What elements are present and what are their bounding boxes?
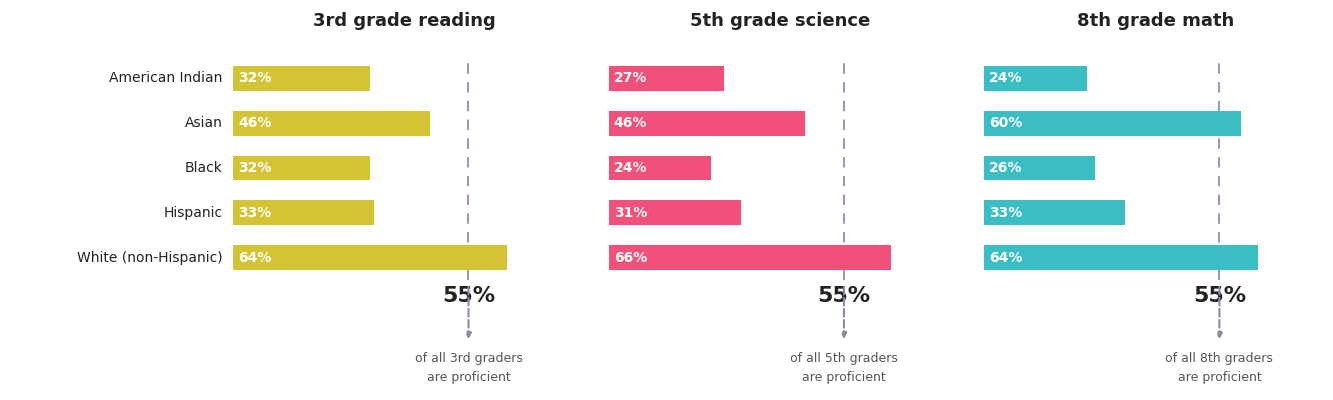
Text: 8th grade math: 8th grade math (1077, 12, 1234, 30)
Bar (984, 66, 1086, 91)
Bar (233, 200, 375, 225)
Text: 55%: 55% (817, 286, 870, 306)
Text: 32%: 32% (239, 71, 272, 85)
Text: Asian: Asian (185, 116, 223, 130)
Text: 24%: 24% (615, 161, 648, 175)
Text: American Indian: American Indian (109, 71, 223, 85)
Text: 24%: 24% (989, 71, 1022, 85)
Text: 66%: 66% (615, 250, 647, 265)
Text: 64%: 64% (239, 250, 272, 265)
Text: 3rd grade reading: 3rd grade reading (313, 12, 496, 30)
Bar (609, 156, 712, 180)
Text: 46%: 46% (239, 116, 272, 130)
Bar (609, 245, 890, 270)
Text: 55%: 55% (443, 286, 495, 306)
Bar (233, 156, 371, 180)
Bar (233, 111, 431, 136)
Text: Black: Black (185, 161, 223, 175)
Text: 26%: 26% (989, 161, 1022, 175)
Text: Hispanic: Hispanic (164, 206, 223, 220)
Text: 32%: 32% (239, 161, 272, 175)
Bar (984, 245, 1258, 270)
Bar (984, 156, 1096, 180)
Text: of all 5th graders
are proficient: of all 5th graders are proficient (790, 352, 898, 384)
Text: 27%: 27% (615, 71, 648, 85)
Bar (233, 66, 371, 91)
Text: 33%: 33% (239, 206, 272, 220)
Text: 5th grade science: 5th grade science (689, 12, 870, 30)
Text: 64%: 64% (989, 250, 1022, 265)
Bar (609, 66, 724, 91)
Text: 55%: 55% (1193, 286, 1246, 306)
Text: of all 8th graders
are proficient: of all 8th graders are proficient (1165, 352, 1273, 384)
Text: of all 3rd graders
are proficient: of all 3rd graders are proficient (415, 352, 523, 384)
Bar (609, 200, 741, 225)
Text: White (non-Hispanic): White (non-Hispanic) (77, 250, 223, 265)
Bar (233, 245, 507, 270)
Text: 33%: 33% (989, 206, 1022, 220)
Bar (609, 111, 805, 136)
Bar (984, 200, 1125, 225)
Text: 46%: 46% (615, 116, 648, 130)
Text: 31%: 31% (615, 206, 648, 220)
Bar (984, 111, 1241, 136)
Text: 60%: 60% (989, 116, 1022, 130)
